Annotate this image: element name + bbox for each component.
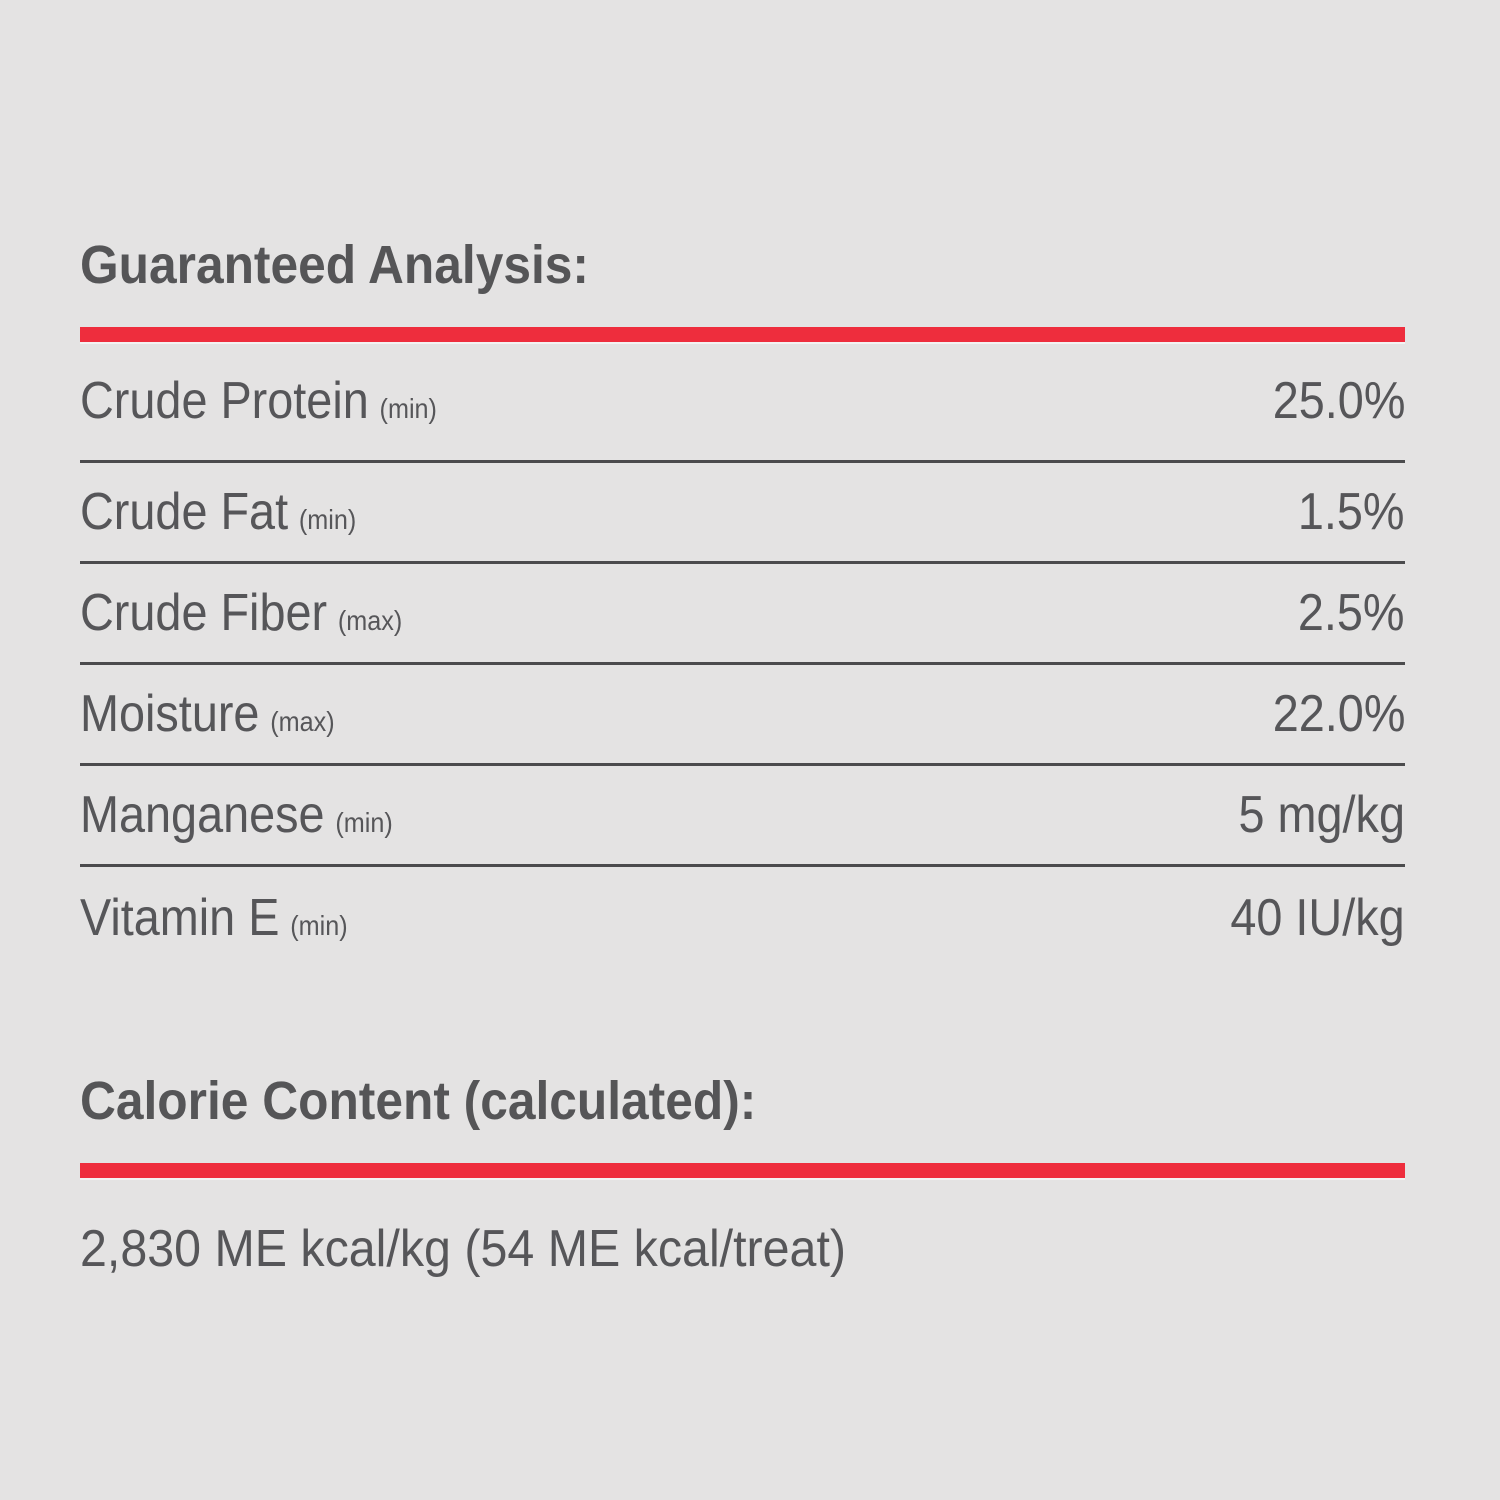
nutrient-name: Moisture [80, 685, 260, 743]
nutrient-qualifier: (max) [270, 706, 335, 737]
nutrient-qualifier: (min) [298, 504, 357, 535]
guaranteed-analysis-title: Guaranteed Analysis: [80, 235, 589, 295]
nutrient-value: 2.5% [1298, 584, 1405, 642]
nutrient-qualifier: (min) [335, 807, 393, 838]
nutrient-qualifier: (min) [290, 910, 348, 941]
nutrient-value: 40 IU/kg [1230, 889, 1405, 947]
nutrient-qualifier: (min) [379, 393, 437, 424]
nutrient-name: Crude Fat [80, 483, 289, 541]
table-row-crude-protein: Crude Protein (min) 25.0% [80, 342, 1405, 463]
nutrition-label-panel: Guaranteed Analysis: Crude Protein (min) … [80, 0, 1405, 1280]
table-row-vitamin-e: Vitamin E (min) 40 IU/kg [80, 867, 1405, 969]
red-divider-bar-bottom [80, 1163, 1405, 1178]
nutrient-value: 5 mg/kg [1238, 786, 1405, 844]
table-row-moisture: Moisture (max) 22.0% [80, 665, 1405, 766]
nutrient-value: 25.0% [1272, 372, 1405, 430]
nutrient-name: Crude Fiber [80, 584, 328, 642]
nutrient-name: Crude Protein [80, 372, 369, 430]
table-row-manganese: Manganese (min) 5 mg/kg [80, 766, 1405, 867]
nutrient-qualifier: (max) [337, 605, 403, 636]
calorie-content-section: Calorie Content (calculated): 2,830 ME k… [80, 1074, 1405, 1280]
row-label: Manganese (min) [80, 789, 393, 841]
row-label: Moisture (max) [80, 688, 335, 740]
nutrient-value: 22.0% [1272, 685, 1405, 743]
nutrient-name: Manganese [80, 786, 325, 844]
calorie-content-title: Calorie Content (calculated): [80, 1071, 757, 1131]
nutrient-name: Vitamin E [80, 889, 280, 947]
table-row-crude-fiber: Crude Fiber (max) 2.5% [80, 564, 1405, 665]
red-divider-bar-top [80, 327, 1405, 342]
row-label: Crude Fat (min) [80, 486, 356, 538]
calorie-content-value: 2,830 ME kcal/kg (54 ME kcal/treat) [80, 1220, 847, 1278]
row-label: Vitamin E (min) [80, 892, 348, 944]
row-label: Crude Fiber (max) [80, 587, 402, 639]
table-row-crude-fat: Crude Fat (min) 1.5% [80, 463, 1405, 564]
row-label: Crude Protein (min) [80, 375, 437, 427]
nutrient-value: 1.5% [1298, 483, 1405, 541]
guaranteed-analysis-table: Crude Protein (min) 25.0% Crude Fat (min) … [80, 342, 1405, 969]
